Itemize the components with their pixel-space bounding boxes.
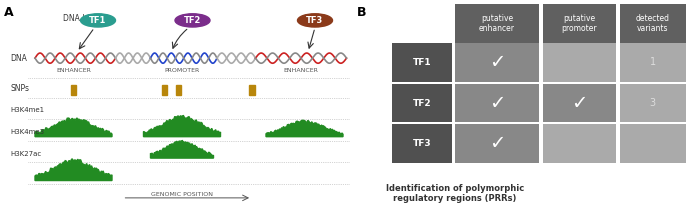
Ellipse shape xyxy=(175,14,210,27)
Polygon shape xyxy=(150,141,214,158)
FancyBboxPatch shape xyxy=(620,84,686,122)
Text: Identification of polymorphic
regulatory regions (PRRs): Identification of polymorphic regulatory… xyxy=(386,184,524,203)
Polygon shape xyxy=(35,159,112,181)
FancyBboxPatch shape xyxy=(455,4,539,43)
Text: H3K4me1: H3K4me1 xyxy=(10,107,45,113)
FancyBboxPatch shape xyxy=(620,4,686,43)
FancyBboxPatch shape xyxy=(542,124,616,163)
Text: ENHANCER: ENHANCER xyxy=(56,68,91,73)
Polygon shape xyxy=(144,116,220,137)
Bar xyxy=(71,85,76,95)
FancyBboxPatch shape xyxy=(455,43,539,82)
FancyBboxPatch shape xyxy=(455,124,539,163)
Ellipse shape xyxy=(298,14,332,27)
FancyBboxPatch shape xyxy=(620,43,686,82)
Text: TF3: TF3 xyxy=(412,139,431,148)
FancyBboxPatch shape xyxy=(455,84,539,122)
Text: TF2: TF2 xyxy=(412,99,431,108)
FancyBboxPatch shape xyxy=(392,84,452,122)
Text: detected
variants: detected variants xyxy=(636,14,670,33)
Text: TF1: TF1 xyxy=(90,16,106,25)
Text: PROMOTER: PROMOTER xyxy=(164,68,200,73)
FancyBboxPatch shape xyxy=(542,4,616,43)
Polygon shape xyxy=(35,118,112,137)
Text: ✓: ✓ xyxy=(489,134,505,153)
Text: 3: 3 xyxy=(650,98,656,108)
Text: TF2: TF2 xyxy=(184,16,201,25)
Text: ✓: ✓ xyxy=(489,93,505,113)
FancyBboxPatch shape xyxy=(392,43,452,82)
FancyBboxPatch shape xyxy=(542,43,616,82)
Text: DNA: DNA xyxy=(10,54,27,63)
FancyBboxPatch shape xyxy=(392,124,452,163)
Text: putative
promoter: putative promoter xyxy=(561,14,597,33)
Polygon shape xyxy=(266,120,343,137)
Text: ✓: ✓ xyxy=(489,53,505,72)
Text: ENHANCER: ENHANCER xyxy=(284,68,318,73)
Text: putative
enhancer: putative enhancer xyxy=(479,14,515,33)
Text: H3K27ac: H3K27ac xyxy=(10,151,42,157)
Text: TF3: TF3 xyxy=(307,16,323,25)
Text: SNPs: SNPs xyxy=(10,84,29,93)
Text: GENOMIC POSITION: GENOMIC POSITION xyxy=(151,192,213,197)
Text: B: B xyxy=(357,6,367,19)
Bar xyxy=(249,85,255,95)
FancyBboxPatch shape xyxy=(542,84,616,122)
Text: H3K4me3: H3K4me3 xyxy=(10,129,45,135)
Text: A: A xyxy=(4,6,13,19)
Text: DNA binding: DNA binding xyxy=(63,14,111,23)
Text: ✓: ✓ xyxy=(571,93,587,113)
Text: TF1: TF1 xyxy=(412,58,431,67)
Text: 1: 1 xyxy=(650,57,656,67)
FancyBboxPatch shape xyxy=(620,124,686,163)
Bar xyxy=(162,85,167,95)
Ellipse shape xyxy=(80,14,116,27)
Bar xyxy=(176,85,181,95)
